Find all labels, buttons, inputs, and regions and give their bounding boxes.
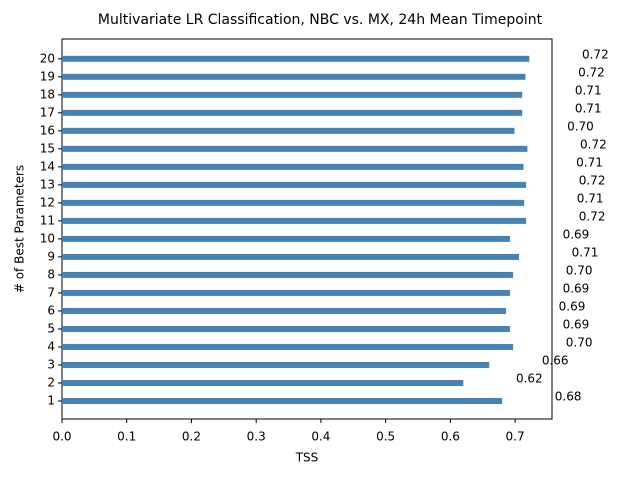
y-tick-label: 15 xyxy=(40,141,55,155)
chart-title: Multivariate LR Classification, NBC vs. … xyxy=(98,12,543,28)
x-tick-label: 0.7 xyxy=(506,430,525,444)
y-tick-label: 11 xyxy=(40,213,55,227)
y-tick-label: 19 xyxy=(40,69,55,83)
bar xyxy=(62,325,510,332)
y-tick-label: 12 xyxy=(40,195,55,209)
bar xyxy=(62,55,530,62)
y-tick-label: 9 xyxy=(47,249,55,263)
bar xyxy=(62,271,514,278)
value-label: 0.71 xyxy=(575,83,602,97)
y-tick-label: 4 xyxy=(47,339,55,353)
value-label: 0.69 xyxy=(559,299,586,313)
bar xyxy=(62,217,527,224)
value-label: 0.71 xyxy=(576,155,603,169)
x-tick-label: 0.2 xyxy=(182,430,201,444)
bar xyxy=(62,109,523,116)
bar xyxy=(62,361,490,368)
x-tick-label: 0.5 xyxy=(376,430,395,444)
bar xyxy=(62,145,528,152)
value-label: 0.72 xyxy=(582,47,609,61)
value-label: 0.72 xyxy=(580,137,607,151)
plot-frame xyxy=(61,38,553,420)
y-tick-label: 17 xyxy=(40,105,55,119)
y-tick-label: 20 xyxy=(40,51,55,65)
x-axis-label: TSS xyxy=(295,451,319,465)
value-label: 0.72 xyxy=(579,209,606,223)
x-tick-label: 0.0 xyxy=(52,430,71,444)
value-label: 0.69 xyxy=(563,281,590,295)
value-label: 0.68 xyxy=(555,389,582,403)
y-tick-label: 5 xyxy=(47,321,55,335)
bar xyxy=(62,73,526,80)
bar xyxy=(62,163,524,170)
y-axis-label: # of Best Parameters xyxy=(13,165,27,293)
y-tick-label: 7 xyxy=(47,285,55,299)
y-tick-label: 10 xyxy=(40,231,55,245)
value-label: 0.71 xyxy=(572,245,599,259)
y-tick-label: 2 xyxy=(47,375,55,389)
value-label: 0.70 xyxy=(567,119,594,133)
x-tick-label: 0.4 xyxy=(311,430,330,444)
bar xyxy=(62,379,464,386)
bar xyxy=(62,343,514,350)
x-tick-label: 0.1 xyxy=(117,430,136,444)
value-label: 0.71 xyxy=(575,101,602,115)
value-label: 0.72 xyxy=(578,65,605,79)
x-tick-label: 0.6 xyxy=(441,430,460,444)
bar xyxy=(62,397,503,404)
bar xyxy=(62,127,515,134)
bar xyxy=(62,235,510,242)
bar xyxy=(62,181,527,188)
bar xyxy=(62,307,507,314)
y-tick-label: 1 xyxy=(47,393,55,407)
y-tick-label: 14 xyxy=(40,159,55,173)
value-label: 0.70 xyxy=(566,335,593,349)
y-tick-label: 18 xyxy=(40,87,55,101)
value-label: 0.72 xyxy=(579,173,606,187)
bar xyxy=(62,199,525,206)
bar xyxy=(62,253,519,260)
y-tick-label: 13 xyxy=(40,177,55,191)
y-tick-label: 16 xyxy=(40,123,55,137)
bar xyxy=(62,91,523,98)
value-label: 0.69 xyxy=(563,227,590,241)
value-label: 0.69 xyxy=(563,317,590,331)
y-tick-label: 8 xyxy=(47,267,55,281)
x-tick-label: 0.3 xyxy=(247,430,266,444)
bar xyxy=(62,289,510,296)
value-label: 0.66 xyxy=(542,353,569,367)
value-label: 0.62 xyxy=(516,371,543,385)
y-tick-label: 6 xyxy=(47,303,55,317)
value-label: 0.71 xyxy=(577,191,604,205)
value-label: 0.70 xyxy=(566,263,593,277)
y-tick-label: 3 xyxy=(47,357,55,371)
